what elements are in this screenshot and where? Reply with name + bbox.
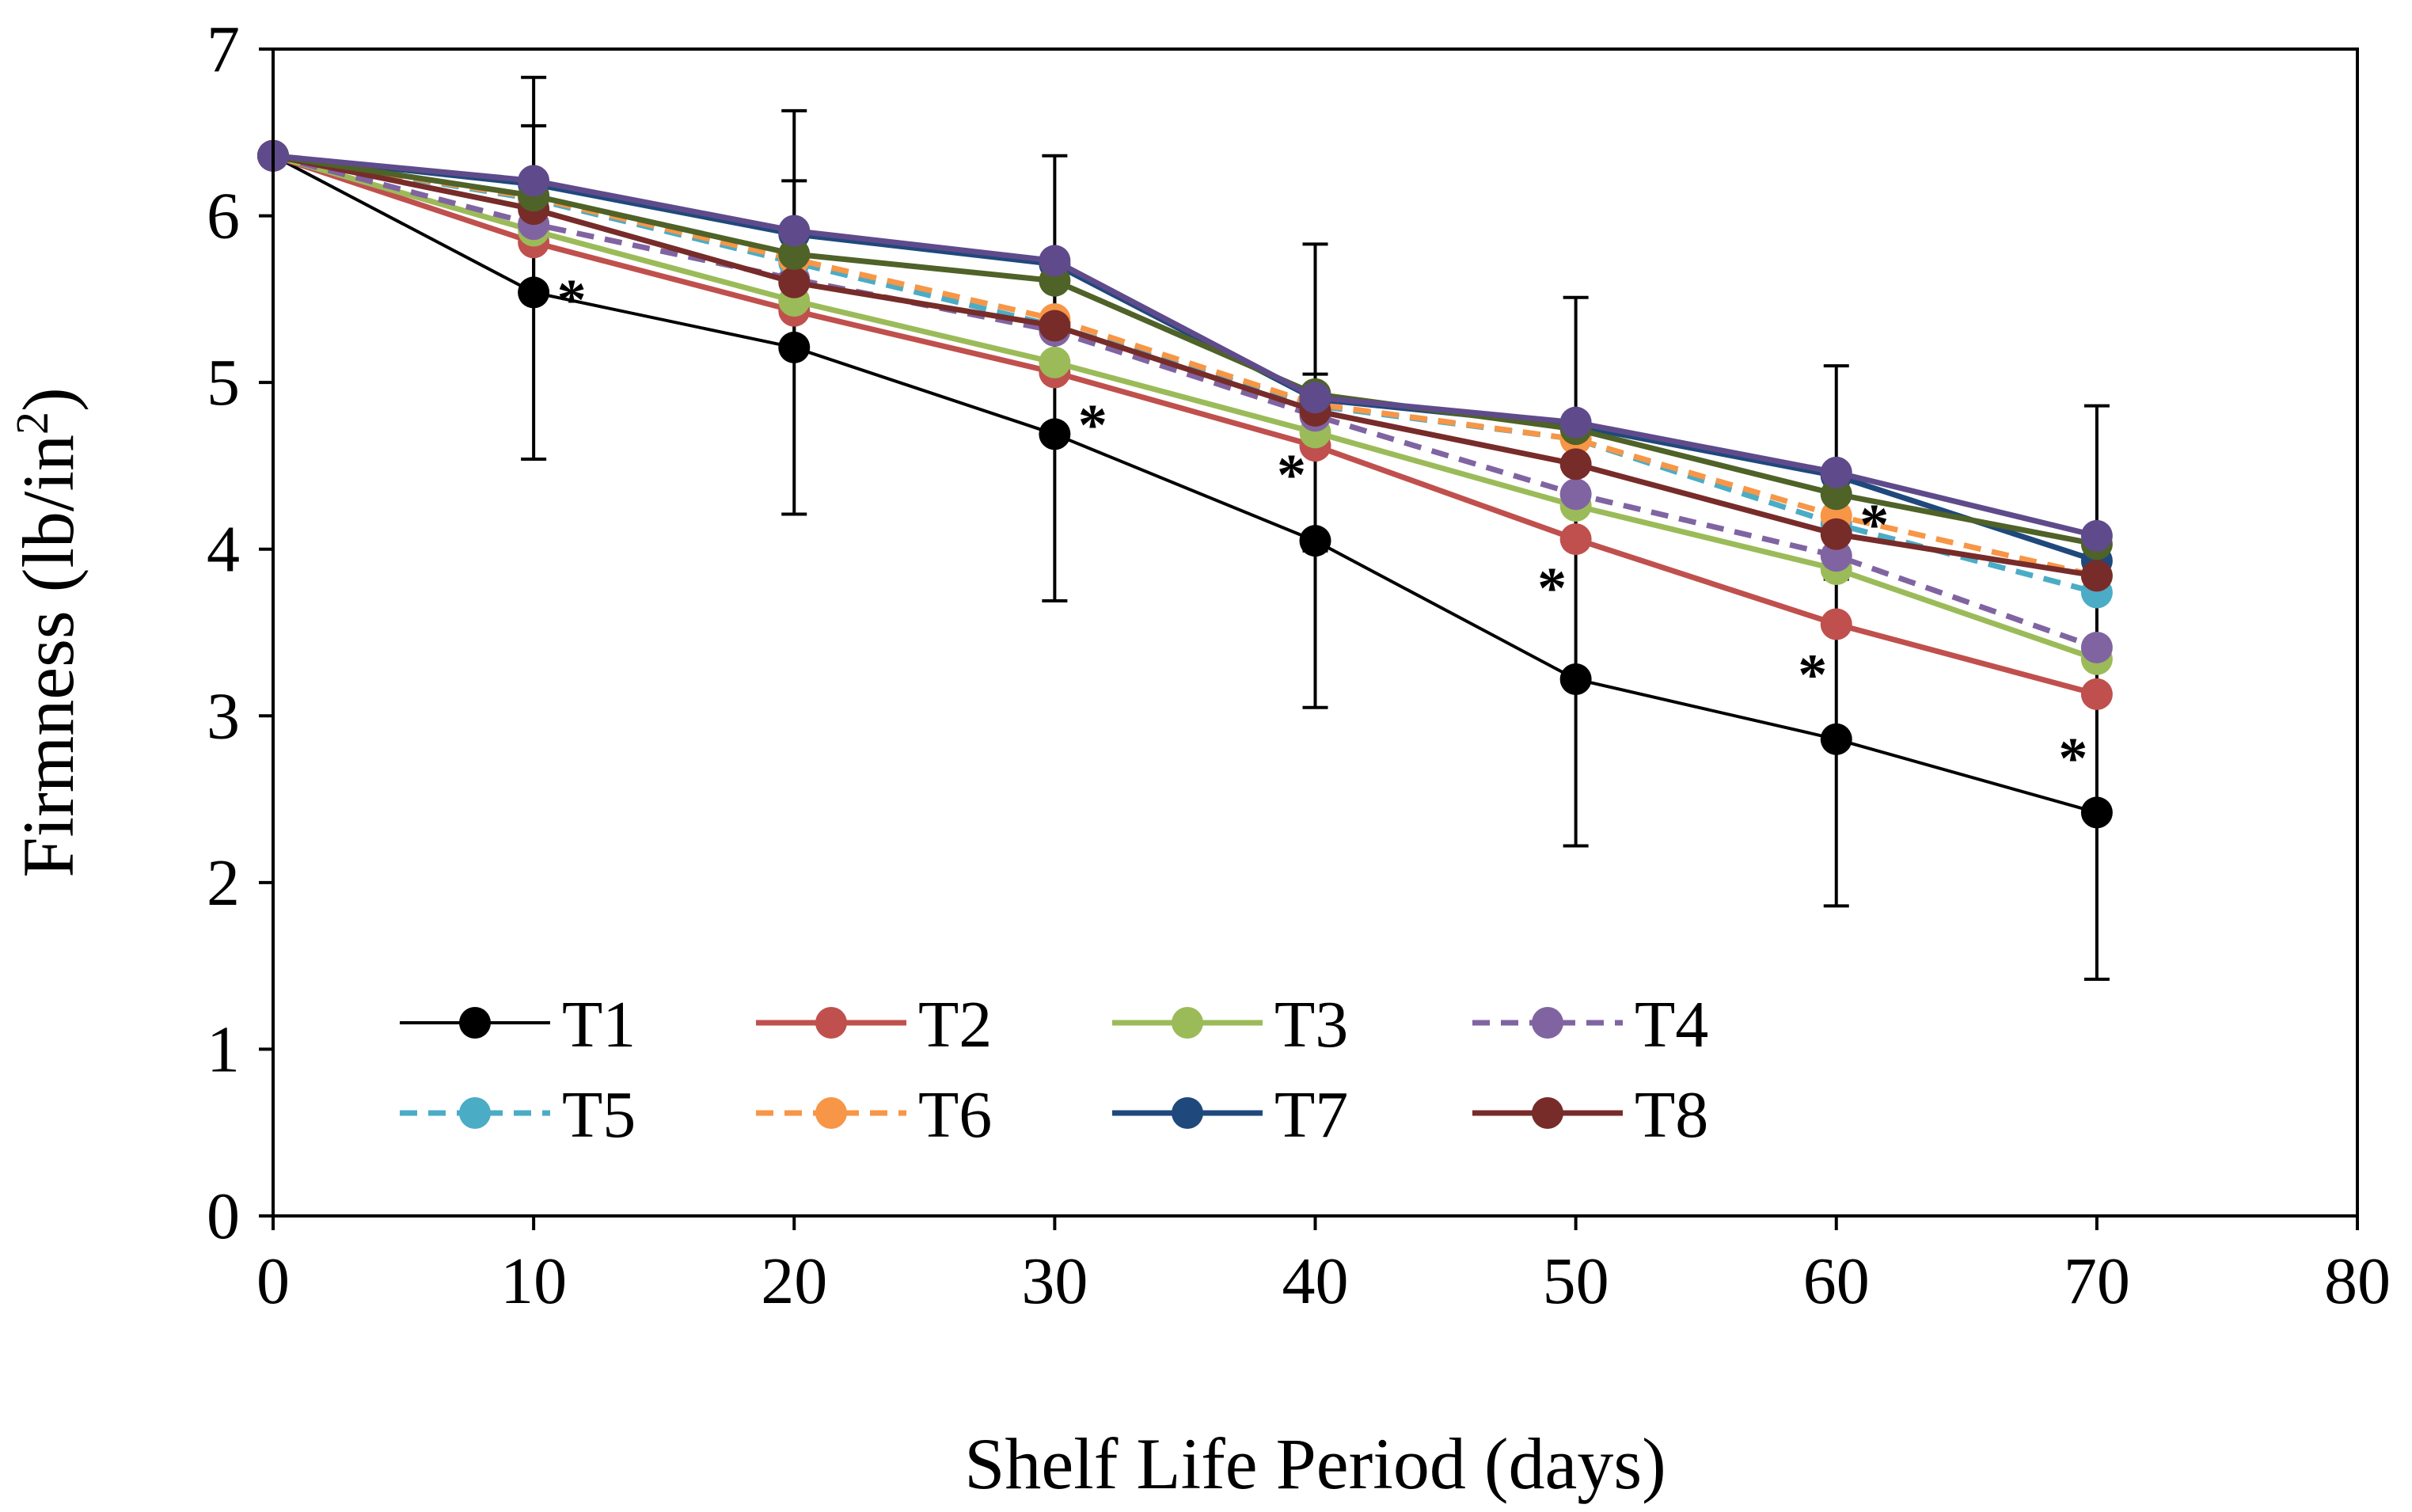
x-tick-label: 80: [2324, 1244, 2391, 1318]
x-tick-label: 30: [1021, 1244, 1088, 1318]
series-extra-9-point: [778, 215, 811, 247]
x-tick-label: 50: [1543, 1244, 1609, 1318]
legend-t4-label: T4: [1635, 988, 1708, 1062]
significance-star: *: [1537, 557, 1567, 621]
y-axis-title-main: Firmness (lb/in: [8, 435, 89, 878]
significance-star: *: [557, 268, 587, 332]
x-tick-label: 70: [2064, 1244, 2130, 1318]
y-tick-label: 7: [207, 13, 240, 86]
series-t2-line: [272, 153, 2098, 697]
legend-t6-swatch-marker: [815, 1097, 847, 1129]
series-t1-point: [778, 331, 811, 363]
legend-t7-label: T7: [1274, 1078, 1348, 1152]
series-t1-point: [1039, 418, 1071, 450]
series-extra-9-point: [1559, 406, 1592, 439]
series-t4-point: [1820, 540, 1852, 572]
legend-t2-label: T2: [918, 988, 992, 1062]
y-tick-label: 5: [207, 346, 240, 420]
series-t1-point: [1299, 525, 1331, 557]
series-t8-point: [1820, 518, 1852, 550]
legend-t5-label: T5: [562, 1078, 636, 1152]
y-axis-title-close: ): [8, 387, 89, 412]
series-extra-9-point: [1039, 245, 1071, 277]
legend-t8-label: T8: [1635, 1078, 1708, 1152]
series-t4-point: [2080, 631, 2113, 663]
axes: 0 10 20 30 40 50 60 70 80 0 1 2 3 4 5 6 7: [207, 13, 2391, 1318]
legend-t1-label: T1: [562, 988, 636, 1062]
series-t4-point: [1559, 478, 1592, 511]
series-extra-9-line: [272, 153, 2098, 539]
series-t2-point: [2080, 678, 2113, 710]
legend-t7-swatch-marker: [1172, 1097, 1203, 1129]
legend: T1 T2 T3 T4 T5 T6 T7 T8: [400, 988, 1708, 1152]
legend-t3-swatch-marker: [1172, 1007, 1203, 1039]
series-t1-line: [272, 154, 2098, 815]
series-extra-9-point: [518, 165, 550, 197]
series-extra-8-point: [778, 238, 811, 271]
series-t2-point: [1820, 608, 1852, 640]
y-tick-label: 0: [207, 1180, 240, 1253]
series-extra-8-line: [272, 153, 2098, 547]
legend-t2-swatch-marker: [815, 1007, 847, 1039]
series-t1-point: [1820, 723, 1852, 755]
series-extra-9-point: [1299, 382, 1331, 414]
series-t8-point: [2080, 560, 2113, 592]
x-axis-title: Shelf Life Period (days): [964, 1423, 1666, 1504]
y-tick-label: 1: [207, 1012, 240, 1086]
series-t4-line: [272, 153, 2099, 651]
significance-star: *: [1078, 393, 1107, 458]
legend-t6-label: T6: [918, 1078, 992, 1152]
x-tick-label: 0: [256, 1244, 290, 1318]
series-extra-8-point: [1820, 478, 1852, 511]
series-t8-point: [1559, 448, 1592, 481]
series-t1-point: [518, 276, 550, 309]
series-t8-line: [272, 153, 2098, 579]
series-extra-9-point: [2080, 519, 2113, 552]
x-tick-label: 40: [1282, 1244, 1349, 1318]
y-tick-label: 2: [207, 846, 240, 920]
legend-t1-swatch-marker: [459, 1007, 491, 1039]
legend-t8-swatch-marker: [1532, 1097, 1563, 1129]
legend-t4-swatch-marker: [1532, 1007, 1563, 1039]
x-tick-label: 20: [761, 1244, 827, 1318]
significance-star: *: [2058, 726, 2087, 791]
significance-markers: * * * * * * *: [557, 268, 2088, 791]
y-tick-label: 4: [207, 513, 240, 587]
series-t3-line: [272, 153, 2099, 662]
legend-t3-label: T3: [1274, 988, 1348, 1062]
y-tick-label: 6: [207, 180, 240, 253]
series-extra-9-point: [1820, 456, 1852, 488]
x-tick-label: 10: [500, 1244, 567, 1318]
y-axis-title-superscript: 2: [6, 412, 58, 435]
x-tick-label: 60: [1803, 1244, 1870, 1318]
y-axis-title: Firmness (lb/in2): [6, 387, 89, 877]
series-t1-point: [1559, 663, 1592, 695]
series-t1-point: [2080, 796, 2113, 829]
series-t2-point: [1559, 523, 1592, 556]
legend-t5-swatch-marker: [459, 1097, 491, 1129]
series-t8-point: [778, 266, 811, 298]
series-t3-point: [1039, 346, 1071, 378]
significance-star: *: [1859, 493, 1889, 558]
y-tick-label: 3: [207, 679, 240, 753]
series-t8-point: [1039, 310, 1071, 342]
significance-star: *: [1798, 643, 1827, 708]
significance-star: *: [1277, 443, 1306, 507]
series-layer: [257, 139, 2113, 829]
